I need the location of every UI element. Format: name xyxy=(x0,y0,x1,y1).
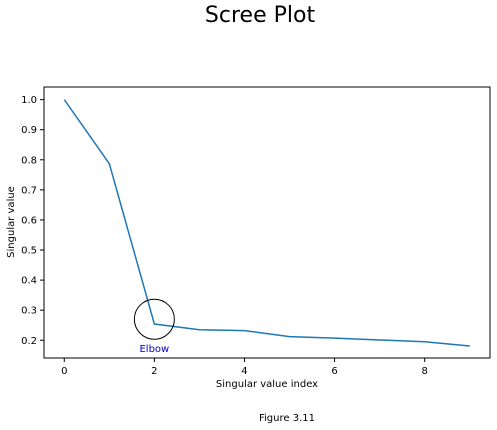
y-tick-label: 0.2 xyxy=(21,336,37,347)
y-tick-label: 0.3 xyxy=(21,306,37,317)
x-axis-label: Singular value index xyxy=(216,379,318,390)
y-tick-label: 0.8 xyxy=(21,155,37,166)
y-tick-label: 0.7 xyxy=(21,185,37,196)
y-tick-label: 0.9 xyxy=(21,125,37,136)
chart-title: Scree Plot xyxy=(205,3,316,28)
x-tick-label: 4 xyxy=(241,366,247,377)
y-tick-label: 0.6 xyxy=(21,215,37,226)
figure-caption: Figure 3.11 xyxy=(259,413,315,424)
y-tick-label: 0.4 xyxy=(21,276,37,287)
annotation-layer: Elbow xyxy=(133,298,175,355)
x-tick-label: 6 xyxy=(331,366,337,377)
x-tick-label: 2 xyxy=(151,366,157,377)
y-axis: 0.2 0.3 0.4 0.5 0.6 0.7 0.8 0.9 1.0 xyxy=(21,95,44,347)
series-line xyxy=(63,99,470,347)
x-tick-label: 0 xyxy=(61,366,67,377)
x-axis: 0 2 4 6 8 xyxy=(61,358,428,377)
elbow-annotation-label: Elbow xyxy=(139,344,169,355)
y-tick-label: 1.0 xyxy=(21,95,37,106)
y-tick-label: 0.5 xyxy=(21,246,37,257)
y-axis-label: Singular value xyxy=(6,186,17,258)
plot-area xyxy=(43,86,491,359)
elbow-annotation-circle xyxy=(133,298,175,340)
x-tick-label: 8 xyxy=(421,366,427,377)
